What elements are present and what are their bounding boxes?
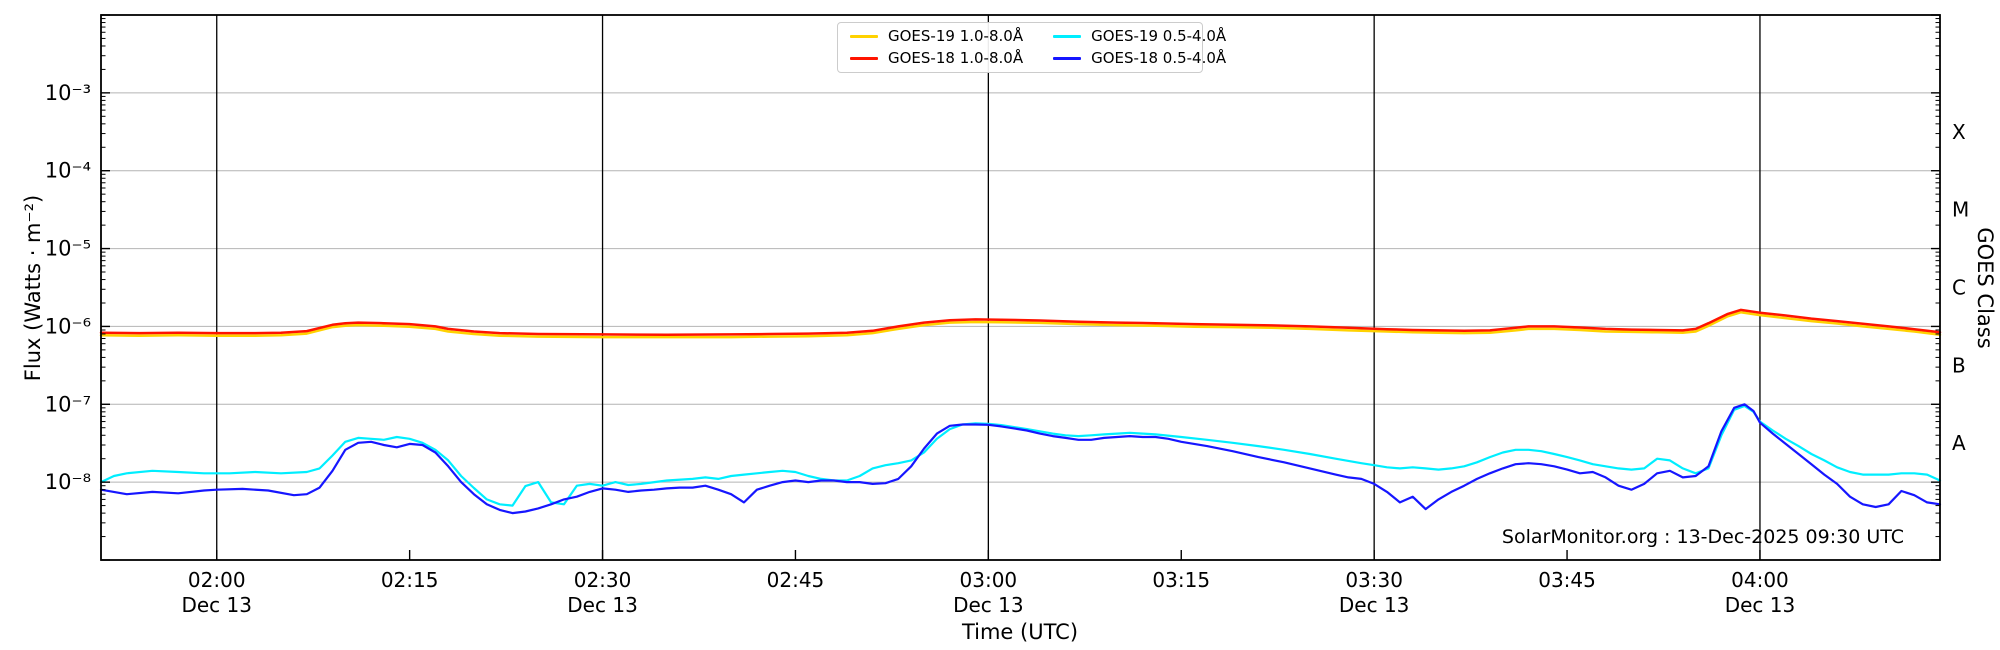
- series-goes19-long: [99, 311, 1942, 339]
- x-tick-label: 03:00: [960, 568, 1018, 592]
- goes-class-letter-A: A: [1952, 431, 1966, 455]
- legend-swatch-goes18-long: [850, 57, 878, 61]
- legend-entry-goes19-short: GOES-19 0.5-4.0Å: [1053, 26, 1227, 45]
- attribution-text: SolarMonitor.org : 13-Dec-2025 09:30 UTC: [1501, 526, 1904, 548]
- y-tick-label: 10⁻⁷: [45, 392, 91, 416]
- x-date-label: Dec 13: [953, 593, 1024, 617]
- legend-entry-goes18-long: GOES-18 1.0-8.0Å: [850, 51, 1023, 66]
- y-tick-label: 10⁻⁴: [45, 159, 91, 183]
- legend-entry-goes18-short: GOES-18 0.5-4.0Å: [1053, 51, 1226, 66]
- legend-entry-goes19-long: GOES-19 1.0-8.0Å: [850, 26, 1024, 45]
- x-tick-label: 03:15: [1152, 568, 1210, 592]
- legend-swatch-goes19-short: [1053, 34, 1082, 38]
- x-date-label: Dec 13: [1725, 593, 1796, 617]
- legend-swatch-goes18-short: [1053, 57, 1082, 61]
- goes-class-letter-C: C: [1952, 276, 1966, 300]
- x-tick-label: 03:30: [1345, 568, 1403, 592]
- series-goes18-short: [99, 403, 1942, 515]
- y-tick-label: 10⁻⁸: [45, 470, 91, 494]
- legend-label-goes18-short: GOES-18 0.5-4.0Å: [1091, 49, 1227, 68]
- x-date-label: Dec 13: [1339, 593, 1410, 617]
- x-tick-label: 02:30: [574, 568, 632, 592]
- x-axis-title: Time (UTC): [961, 620, 1079, 644]
- goes-class-letter-X: X: [1952, 120, 1966, 144]
- legend: GOES-19 1.0-8.0Å GOES-18 1.0-8.0Å GOES-1…: [837, 22, 1226, 73]
- goes-class-letter-B: B: [1952, 353, 1966, 377]
- x-tick-label: 02:00: [188, 568, 246, 592]
- x-tick-label: 02:45: [767, 568, 825, 592]
- right-axis-title: GOES Class: [1973, 227, 1997, 349]
- y-tick-label: 10⁻⁵: [45, 237, 91, 261]
- legend-label-goes18-long: GOES-18 1.0-8.0Å: [888, 49, 1024, 68]
- x-date-label: Dec 13: [567, 593, 638, 617]
- x-tick-label: 03:45: [1538, 568, 1596, 592]
- series-goes18-long: [99, 308, 1942, 337]
- x-tick-label: 04:00: [1731, 568, 1789, 592]
- x-tick-label: 02:15: [381, 568, 439, 592]
- goes-class-letter-M: M: [1952, 198, 1969, 222]
- plot-border: [100, 14, 1941, 561]
- legend-label-goes19-short: GOES-19 0.5-4.0Å: [1091, 26, 1227, 45]
- legend-swatch-goes19-long: [850, 34, 878, 38]
- y-tick-label: 10⁻⁶: [45, 314, 91, 338]
- legend-label-goes19-long: GOES-19 1.0-8.0Å: [888, 26, 1024, 45]
- y-tick-label: 10⁻³: [45, 81, 91, 105]
- series-goes19-short: [99, 404, 1942, 507]
- x-date-label: Dec 13: [181, 593, 252, 617]
- y-axis-title: Flux (Watts · m⁻²): [21, 194, 45, 382]
